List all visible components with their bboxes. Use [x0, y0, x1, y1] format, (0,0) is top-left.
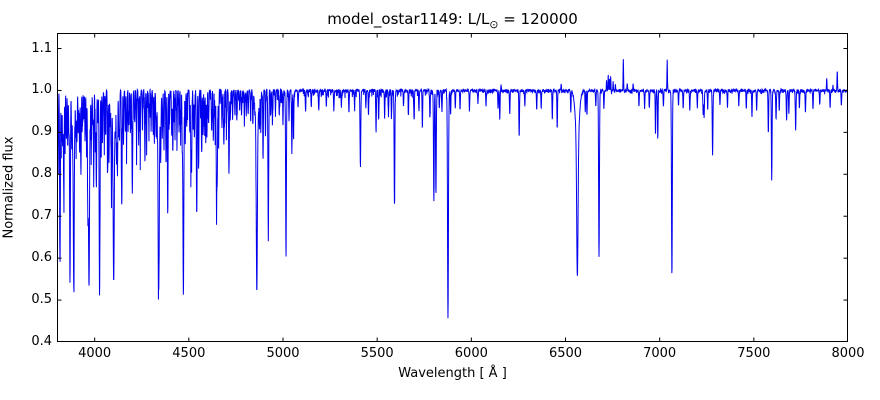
y-tick-label: 0.8	[31, 166, 52, 182]
y-tick-label: 1.0	[31, 82, 52, 98]
x-tick-label: 5000	[266, 346, 300, 361]
plot-title-prefix: model_ostar1149: L/L	[327, 10, 490, 28]
x-axis-label: Wavelength [ Å ]	[398, 366, 507, 381]
x-tick-label: 6000	[454, 346, 488, 361]
x-tick-label: 5500	[360, 346, 394, 361]
x-tick-label: 8000	[831, 346, 865, 361]
y-tick-label: 0.7	[31, 208, 52, 224]
y-tick-label: 0.6	[31, 250, 52, 266]
x-tick-label: 4500	[172, 346, 206, 361]
plot-area	[56, 33, 849, 343]
x-tick-label: 7000	[643, 346, 677, 361]
x-tick-label: 4000	[78, 346, 112, 361]
y-tick-label: 1.1	[31, 40, 52, 56]
spectrum-canvas	[56, 33, 849, 343]
y-tick-label: 0.9	[31, 124, 52, 140]
plot-title: model_ostar1149: L/L⊙ = 120000	[57, 10, 848, 31]
spectrum-line	[56, 59, 849, 319]
y-tick-label: 0.4	[31, 334, 52, 349]
solar-symbol: ⊙	[489, 17, 499, 31]
y-tick-label: 0.5	[31, 292, 52, 308]
plot-title-suffix: = 120000	[498, 10, 578, 28]
x-tick-label: 7500	[737, 346, 771, 361]
x-tick-label: 6500	[548, 346, 583, 361]
plot-frame	[57, 33, 848, 342]
